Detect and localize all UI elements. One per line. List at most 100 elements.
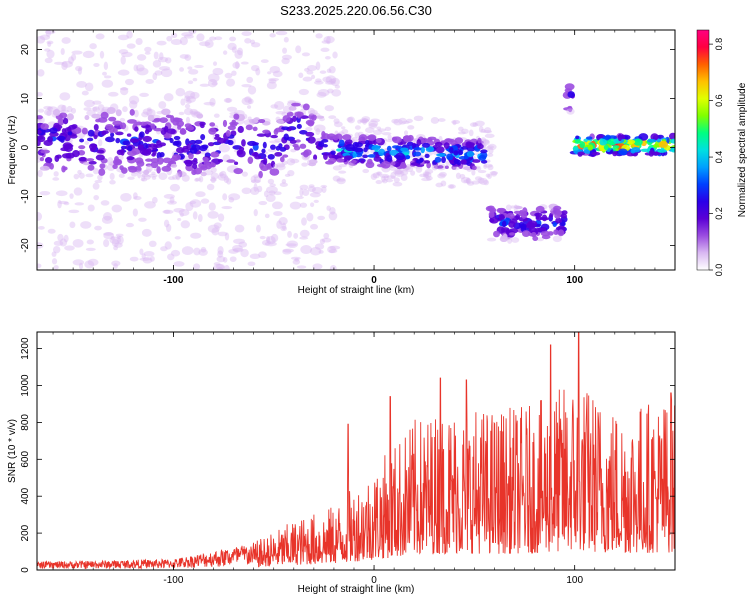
spectrogram-blob	[293, 232, 299, 239]
spectrogram-blob	[487, 205, 495, 211]
spectrogram-blob	[463, 179, 469, 183]
spectrogram-blob	[273, 211, 283, 217]
spectrogram-blob	[151, 176, 157, 180]
spectrogram-blob	[156, 157, 164, 165]
spectrogram-blob	[210, 151, 220, 158]
spectrogram-blob	[72, 239, 84, 248]
spectrogram-blob	[376, 126, 382, 131]
spectrogram-blob	[159, 117, 169, 124]
spectrogram-blob	[214, 134, 220, 138]
spectrogram-blob	[191, 169, 197, 176]
spectrogram-blob	[227, 139, 234, 146]
spectrogram-blob	[61, 60, 73, 68]
spectrogram-blob	[115, 233, 124, 237]
spectrogram-blob	[403, 135, 411, 143]
spectrogram-blob	[361, 118, 370, 123]
spectrogram-blob	[318, 250, 324, 254]
spectrogram-blob	[315, 115, 325, 119]
spectrogram-blob	[139, 92, 149, 98]
spectrogram-blob	[479, 177, 488, 185]
spectrogram-blob	[425, 176, 433, 181]
spectrogram-blob	[119, 117, 126, 122]
spectrogram-blob	[87, 164, 95, 171]
spectrogram-blob	[207, 210, 219, 219]
spectrogram-blob	[266, 186, 278, 194]
spectrogram-blob	[270, 104, 279, 109]
spectrogram-blob	[184, 103, 191, 109]
snr-frame	[36, 331, 676, 571]
spectrogram-blob	[372, 172, 380, 179]
spectrogram-blob	[360, 119, 368, 124]
spectrogram-blob	[274, 138, 283, 143]
spectrogram-blob	[110, 235, 115, 241]
spectrogram-blob	[351, 136, 358, 143]
spectrogram-blob	[216, 255, 226, 263]
spectrogram-blob	[159, 52, 164, 61]
spectrogram-blob	[405, 163, 412, 170]
spectrogram-blob	[99, 50, 105, 59]
spectrogram-blob	[652, 143, 660, 148]
spectrogram-blob	[172, 141, 179, 146]
spectrogram-blob	[469, 122, 479, 128]
spectrogram-blob	[39, 190, 51, 196]
spectrogram-blob	[541, 234, 551, 240]
spectrogram-blob	[273, 163, 279, 170]
spectrogram-blob	[319, 117, 325, 122]
spectrogram-blob	[347, 116, 355, 124]
spectrogram-blob	[126, 43, 136, 49]
spectrogram-blob	[209, 36, 217, 41]
spectrogram-blob	[319, 238, 326, 245]
spectrogram-blob	[184, 90, 196, 100]
spectrogram-blob	[315, 128, 321, 135]
spectrogram-blob	[252, 126, 258, 132]
spectrogram-blob	[150, 158, 160, 163]
spectrogram-blob	[132, 208, 138, 217]
spectrogram-blob	[177, 217, 182, 222]
spectrogram-blob	[173, 117, 180, 122]
spectrogram-blob	[631, 147, 641, 153]
spectrogram-blob	[136, 54, 147, 61]
spectrogram-blob	[487, 164, 494, 171]
spectrogram-blob	[212, 67, 224, 76]
spectrogram-blob	[179, 127, 186, 135]
spectrogram-blob	[315, 61, 321, 71]
spectrogram-blob	[187, 80, 194, 85]
spectrogram-blob	[76, 81, 87, 88]
spectrogram-blob	[176, 170, 187, 178]
spectrogram-blob	[199, 83, 210, 87]
spectrogram-blob	[554, 213, 561, 219]
spectrogram-blob	[234, 224, 245, 233]
spectrogram-blob	[127, 119, 137, 124]
spectrogram-blob	[316, 91, 327, 98]
spectrogram-blob	[276, 220, 283, 229]
spectrogram-blob	[336, 178, 346, 182]
spectrogram-blob	[156, 40, 167, 46]
spectrogram-blob	[226, 78, 236, 87]
spectrogram-xlabel: Height of straight line (km)	[298, 285, 415, 296]
spectrogram-blob	[89, 143, 98, 151]
spectrogram-blob	[317, 89, 330, 97]
spectrogram-blob	[555, 217, 563, 224]
spectrogram-blob	[58, 200, 69, 205]
spectrogram-blob	[410, 170, 416, 176]
spectrogram-y-tick-label: -20	[20, 238, 31, 253]
spectrogram-blob	[564, 83, 575, 91]
spectrogram-blob	[302, 150, 309, 158]
spectrogram-blob	[253, 209, 258, 217]
spectrogram-blob	[292, 259, 301, 265]
spectrogram-blob	[281, 57, 290, 65]
spectrogram-blob	[402, 152, 410, 156]
spectrogram-blob	[247, 105, 252, 109]
spectrogram-blob	[120, 55, 126, 65]
spectrogram-blob	[282, 47, 288, 54]
spectrogram-blob	[207, 78, 218, 88]
spectrogram-blob	[361, 116, 371, 122]
spectrogram-blob	[213, 113, 220, 118]
spectrogram-blob	[324, 105, 335, 112]
spectrogram-blob	[253, 174, 259, 179]
spectrogram-blob	[459, 173, 466, 180]
spectrogram-blob	[290, 256, 301, 260]
spectrogram-blob	[376, 171, 381, 176]
spectrogram-blob	[386, 175, 396, 180]
